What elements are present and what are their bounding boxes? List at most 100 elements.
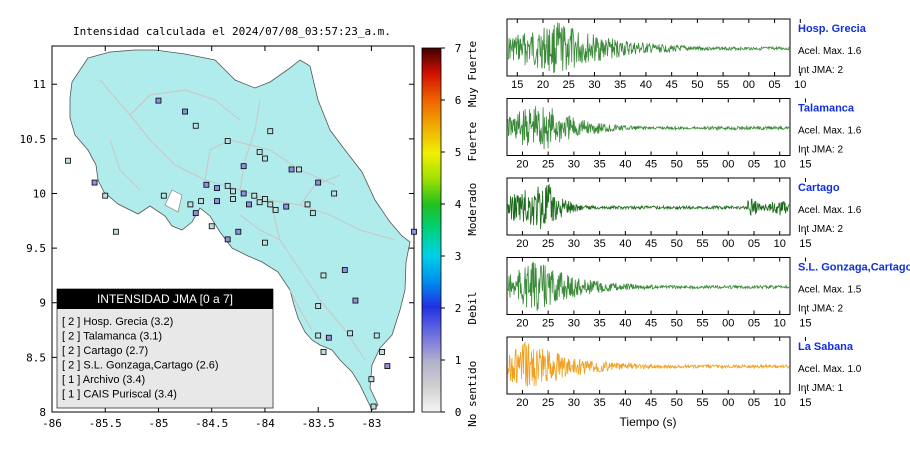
- station-marker: [272, 206, 279, 213]
- legend-item: [ 2 ] Talamanca (3.1): [62, 331, 162, 343]
- waveform-tick-label: 00: [722, 397, 734, 409]
- waveform-tick-label: 20: [516, 397, 528, 409]
- station-jma-intensity: Int JMA: 2: [798, 224, 843, 235]
- map-x-tick-label: -86: [42, 417, 62, 430]
- station-markers: [65, 97, 417, 410]
- station-marker: [304, 201, 311, 208]
- station-acceleration: Acel. Max. 1.6: [798, 205, 862, 216]
- waveform-tick-label: 30: [588, 79, 600, 91]
- station-marker: [240, 163, 247, 170]
- station-marker: [331, 190, 338, 197]
- waveform-tick-label: 20: [516, 318, 528, 330]
- waveform-tick-label: 25: [542, 397, 554, 409]
- station-marker: [198, 198, 204, 205]
- waveform-tick-label: 35: [593, 238, 605, 250]
- station-marker: [411, 228, 417, 235]
- station-marker: [224, 182, 231, 189]
- waveform-panel: 20 25 30 35 40 45 50 55 00 05 10 15 S.L. Gonzaga,Car…: [506, 257, 910, 330]
- map-y-tick-label: 8.5: [26, 351, 46, 364]
- waveform-tick-label: 40: [619, 397, 631, 409]
- waveform-tick-label: 30: [568, 397, 580, 409]
- waveform-frame: [506, 336, 791, 395]
- colorbar-tick-label: 2: [455, 302, 462, 315]
- station-jma-intensity: Int JMA: 2: [798, 304, 843, 315]
- map-x-tick-label: -84: [255, 417, 275, 430]
- waveform-tick-label: 45: [645, 397, 657, 409]
- map-x-axis: -86 -85.5 -85 -84.5 -84 -83.5 -83: [42, 46, 381, 430]
- station-marker: [91, 179, 98, 186]
- waveform-panel: 15 20 25 30 35 40 45 50 55 00 05 10 Hosp. Grecia Acel…: [506, 18, 867, 91]
- colorbar-category-label: Moderado: [466, 183, 479, 236]
- station-acceleration: Acel. Max. 1.6: [798, 126, 862, 137]
- station-marker: [262, 155, 268, 162]
- station-name: S.L. Gonzaga,Cartago: [798, 262, 910, 274]
- station-marker: [288, 166, 295, 173]
- station-marker: [256, 199, 263, 206]
- waveform-tick-label: 10: [774, 159, 786, 171]
- waveform-tick-label: 45: [645, 238, 657, 250]
- waveform-tick-label: 50: [691, 79, 703, 91]
- station-marker: [373, 332, 380, 339]
- waveform-tick-label: 05: [748, 397, 760, 409]
- map-plot: -86 -85.5 -85 -84.5 -84 -83.5 -83 11 10.5 10 9.5 9…: [20, 45, 417, 430]
- map-x-tick-label: -85: [149, 417, 169, 430]
- station-marker: [262, 196, 268, 202]
- waveform-tick-label: 10: [774, 318, 786, 330]
- waveform-tick-label: 15: [799, 318, 811, 330]
- station-marker: [251, 192, 258, 199]
- waveform-panel: 20 25 30 35 40 45 50 55 00 05 10 15 Talamanca Acel. M…: [506, 98, 862, 171]
- map-y-tick-label: 10: [33, 187, 46, 200]
- station-marker: [379, 349, 385, 355]
- station-marker: [214, 185, 220, 191]
- station-marker: [283, 203, 290, 210]
- waveform-tick-label: 45: [666, 79, 678, 91]
- station-jma-intensity: Int JMA: 2: [798, 145, 843, 156]
- station-marker: [352, 297, 359, 304]
- colorbar-tick-label: 7: [455, 42, 462, 55]
- waveform-tick-label: 45: [645, 318, 657, 330]
- station-marker: [230, 196, 236, 202]
- station-marker: [235, 228, 242, 235]
- station-marker: [192, 122, 199, 129]
- station-name: Hosp. Grecia: [798, 23, 867, 35]
- station-marker: [203, 181, 210, 188]
- station-marker: [320, 349, 327, 355]
- station-acceleration: Acel. Max. 1.5: [798, 285, 862, 296]
- map-y-tick-label: 9.5: [26, 242, 46, 255]
- waveform-tick-label: 25: [542, 238, 554, 250]
- station-name: Talamanca: [798, 103, 855, 115]
- station-marker: [262, 239, 268, 246]
- waveform-tick-label: 10: [794, 79, 806, 91]
- waveform-tick-label: 40: [640, 79, 652, 91]
- station-marker: [315, 332, 322, 339]
- station-marker: [368, 376, 375, 383]
- station-marker: [315, 303, 322, 309]
- station-marker: [341, 267, 348, 273]
- station-marker: [102, 192, 109, 199]
- colorbar-tick-label: 3: [455, 250, 462, 263]
- legend-item: [ 2 ] S.L. Gonzaga,Cartago (2.6): [62, 360, 219, 372]
- waveform-tick-label: 00: [743, 79, 755, 91]
- waveform-tick-label: 10: [774, 397, 786, 409]
- station-acceleration: Acel. Max. 1.0: [798, 364, 862, 375]
- waveform-tick-label: 40: [619, 159, 631, 171]
- waveform-tick-label: 35: [614, 79, 626, 91]
- waveform-tick-label: 30: [568, 238, 580, 250]
- waveform-trace: [507, 342, 790, 387]
- station-name: Cartago: [798, 182, 840, 194]
- waveform-tick-label: 55: [696, 397, 708, 409]
- intensity-legend: INTENSIDAD JMA [0 a 7] [ 2 ] Hosp. Greci…: [56, 288, 274, 409]
- map-x-tick-label: -83.5: [302, 417, 335, 430]
- map-y-tick-label: 8: [39, 406, 46, 419]
- waveform-tick-label: 05: [748, 159, 760, 171]
- station-jma-intensity: Int JMA: 2: [798, 65, 843, 76]
- waveform-tick-label: 25: [542, 318, 554, 330]
- waveform-trace: [507, 22, 790, 74]
- map-title: Intensidad calculada el 2024/07/08_03:57…: [73, 25, 391, 38]
- station-marker: [309, 210, 316, 217]
- map-y-tick-label: 11: [33, 78, 46, 91]
- waveform-tick-label: 50: [671, 318, 683, 330]
- colorbar-tick-label: 4: [455, 198, 462, 211]
- legend-item: [ 2 ] Hosp. Grecia (3.2): [62, 316, 173, 328]
